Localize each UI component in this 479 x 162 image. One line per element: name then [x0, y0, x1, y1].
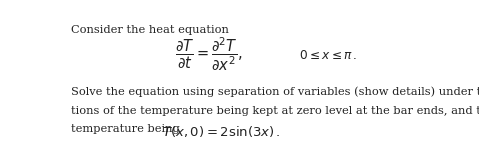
Text: tions of the temperature being kept at zero level at the bar ends, and the initi: tions of the temperature being kept at z… — [71, 105, 479, 116]
Text: $T(x,0) = 2\sin(3x)\,.$: $T(x,0) = 2\sin(3x)\,.$ — [162, 124, 281, 139]
Text: $\dfrac{\partial T}{\partial t} = \dfrac{\partial^2 T}{\partial x^2},$: $\dfrac{\partial T}{\partial t} = \dfrac… — [175, 35, 242, 73]
Text: Solve the equation using separation of variables (show details) under the condi-: Solve the equation using separation of v… — [71, 87, 479, 97]
Text: $0 \leq x \leq \pi\,.$: $0 \leq x \leq \pi\,.$ — [299, 49, 358, 62]
Text: Consider the heat equation: Consider the heat equation — [71, 25, 229, 35]
Text: temperature being: temperature being — [71, 124, 180, 134]
